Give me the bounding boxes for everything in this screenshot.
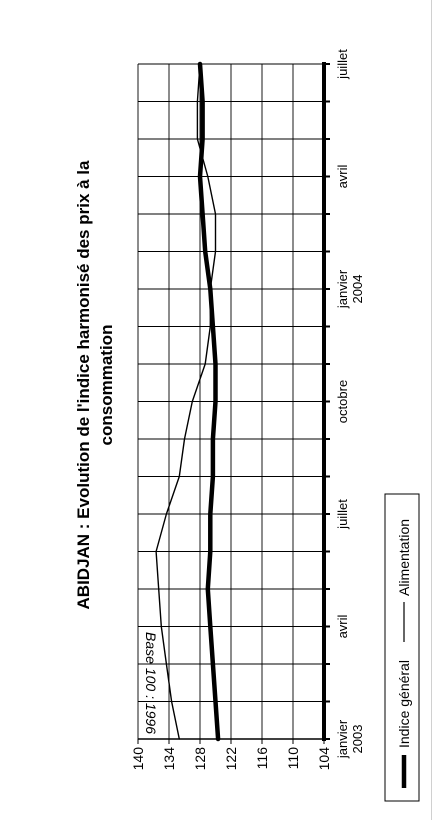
chart-title-line-2: consommation [97, 325, 116, 446]
x-tick-label: janvier [335, 269, 350, 309]
y-tick-label: 116 [254, 747, 270, 770]
x-tick-label: janvier [335, 719, 350, 759]
x-tick-label: 2004 [350, 275, 365, 304]
chart-title-line-1: ABIDJAN : Evolution de l'indice harmonis… [74, 160, 93, 610]
series-line-indice-general [197, 61, 221, 742]
x-tick-label: juillet [335, 49, 350, 80]
legend-label-alimentation: Alimentation [396, 519, 412, 596]
plot-area [137, 61, 330, 744]
x-tick-label: avril [335, 164, 350, 188]
y-tick-label: 134 [161, 747, 177, 771]
legend-label-indice-general: Indice général [396, 660, 412, 748]
x-tick-label: octobre [335, 380, 350, 423]
y-tick-label: 110 [285, 747, 301, 770]
page-edge [431, 0, 432, 820]
y-tick-labels: 104 110 116 122 128 134 140 [130, 747, 332, 771]
legend: Indice général Alimentation [384, 493, 420, 802]
axes [137, 62, 330, 744]
y-tick-label: 128 [192, 747, 208, 771]
y-tick-label: 122 [223, 747, 239, 771]
x-tick-label: avril [335, 614, 350, 638]
series-line-alimentation [155, 63, 217, 740]
y-tick-label: 140 [130, 747, 146, 771]
x-tick-label: juillet [335, 499, 350, 530]
chart-title: ABIDJAN : Evolution de l'indice harmonis… [74, 160, 116, 610]
legend-box [384, 493, 420, 802]
y-tick-label: 104 [316, 747, 332, 771]
x-tick-label: 2003 [350, 725, 365, 754]
series [155, 61, 221, 742]
y-axis-label: Base 100 : 1996 [143, 632, 159, 734]
